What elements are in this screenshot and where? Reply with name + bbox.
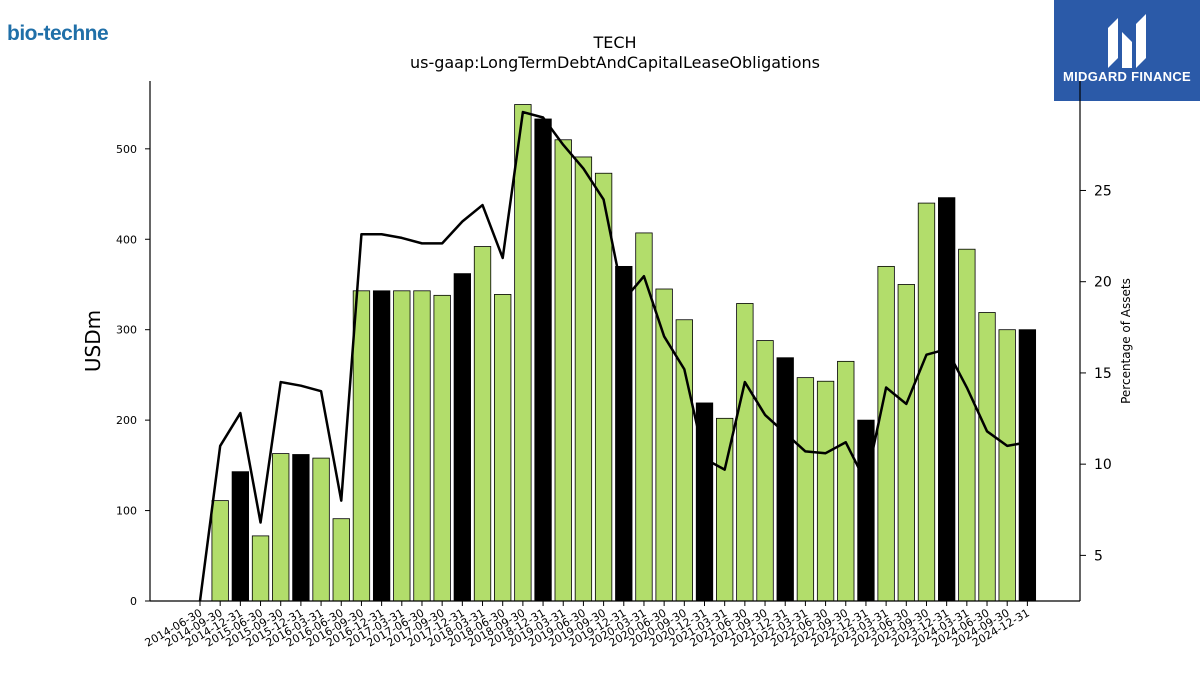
bar-2021-06-30 xyxy=(736,303,754,602)
bar-2019-03-31 xyxy=(554,139,572,602)
bar-2022-03-31 xyxy=(796,377,815,602)
bar-2014-12-31 xyxy=(231,471,250,602)
y2-axis-label: Percentage of Assets xyxy=(1119,278,1133,404)
publisher-name: MIDGARD FINANCE xyxy=(1063,69,1191,84)
ytick-label-200: 200 xyxy=(116,414,137,427)
bar-2015-12-31 xyxy=(292,454,310,602)
bar-2021-09-30 xyxy=(756,340,774,602)
bar-2018-12-31 xyxy=(534,118,552,602)
y2tick-label-20: 20 xyxy=(1094,275,1112,291)
bar-2023-09-30 xyxy=(917,202,936,602)
midgard-logo-icon xyxy=(1108,14,1146,68)
y-axis-label: USDm xyxy=(81,310,105,372)
bar-2016-12-31 xyxy=(372,290,391,602)
publisher-logo: MIDGARD FINANCE xyxy=(1054,0,1200,101)
bar-2023-03-31 xyxy=(877,265,895,602)
ytick-label-0: 0 xyxy=(130,595,137,608)
bar-2015-09-30 xyxy=(272,453,290,602)
chart-title: TECH xyxy=(593,33,637,52)
bar-2014-09-30 xyxy=(211,500,229,602)
bar-2019-12-31 xyxy=(615,265,633,602)
bar-2022-12-31 xyxy=(857,419,875,602)
y2tick-label-25: 25 xyxy=(1094,183,1112,199)
bar-2023-06-30 xyxy=(897,284,915,602)
bar-2021-12-31 xyxy=(776,357,794,602)
ytick-label-500: 500 xyxy=(116,143,137,156)
ytick-label-300: 300 xyxy=(116,324,137,337)
bar-2017-09-30 xyxy=(433,294,451,602)
bar-2024-12-31 xyxy=(1018,329,1037,602)
bar-2022-09-30 xyxy=(837,360,855,602)
bar-2023-12-31 xyxy=(938,197,956,602)
bar-2017-12-31 xyxy=(453,273,471,602)
company-logo: bio-techne xyxy=(7,22,109,45)
bar-2020-03-31 xyxy=(635,232,653,602)
bar-2017-03-31 xyxy=(393,290,411,602)
bar-2016-06-30 xyxy=(332,518,350,602)
bar-2024-09-30 xyxy=(998,329,1016,602)
bar-2016-09-30 xyxy=(352,290,371,602)
bar-2024-03-31 xyxy=(958,248,976,602)
bar-2019-09-30 xyxy=(594,172,613,602)
ytick-label-100: 100 xyxy=(116,505,137,518)
bar-2018-09-30 xyxy=(514,104,532,602)
bar-2019-06-30 xyxy=(574,156,593,602)
y2tick-label-10: 10 xyxy=(1094,457,1112,473)
bar-2024-06-30 xyxy=(978,312,996,602)
bar-2018-06-30 xyxy=(494,294,512,602)
y2tick-label-5: 5 xyxy=(1094,548,1103,564)
bar-2015-06-30 xyxy=(251,535,270,602)
bar-2022-06-30 xyxy=(816,380,835,602)
chart-subtitle: us-gaap:LongTermDebtAndCapitalLeaseOblig… xyxy=(409,53,821,72)
bar-2017-06-30 xyxy=(413,290,431,602)
line-percentage-of-assets xyxy=(198,110,1028,602)
ytick-label-400: 400 xyxy=(116,233,137,246)
bar-2016-03-31 xyxy=(312,457,330,602)
y2tick-label-15: 15 xyxy=(1094,366,1112,382)
bar-2018-03-31 xyxy=(473,246,492,602)
